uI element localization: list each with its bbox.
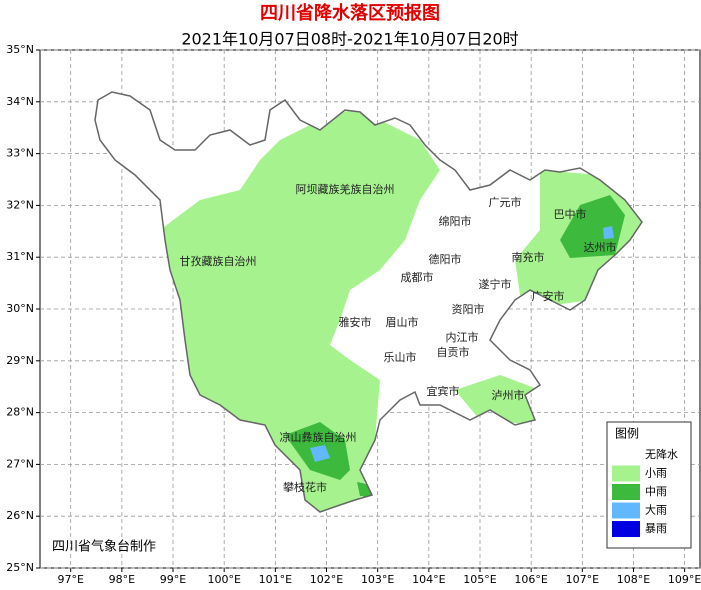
place-label: 达州市 bbox=[584, 240, 617, 254]
x-tick-label: 97°E bbox=[57, 573, 83, 586]
x-tick-label: 104°E bbox=[412, 573, 445, 586]
place-label: 攀枝花市 bbox=[283, 480, 327, 494]
legend-label: 小雨 bbox=[645, 467, 667, 480]
x-tick-label: 103°E bbox=[361, 573, 394, 586]
legend-label: 暴雨 bbox=[645, 522, 667, 535]
legend-swatch bbox=[612, 521, 640, 537]
place-label: 广安市 bbox=[532, 289, 565, 303]
y-tick-label: 29°N bbox=[6, 354, 34, 367]
place-label: 绵阳市 bbox=[439, 214, 472, 228]
y-tick-label: 33°N bbox=[6, 147, 34, 160]
y-tick-label: 28°N bbox=[6, 406, 34, 419]
credit: 四川省气象台制作 bbox=[52, 539, 156, 555]
place-label: 广元市 bbox=[489, 195, 522, 209]
place-label: 资阳市 bbox=[452, 302, 485, 316]
subtitle: 2021年10月07日08时-2021年10月07日20时 bbox=[181, 30, 518, 49]
legend-label: 中雨 bbox=[645, 485, 667, 498]
place-label: 宜宾市 bbox=[427, 384, 460, 398]
place-label: 巴中市 bbox=[554, 207, 587, 221]
legend-swatch bbox=[612, 502, 640, 519]
place-label: 眉山市 bbox=[386, 315, 419, 329]
title: 四川省降水落区预报图 bbox=[260, 2, 440, 24]
y-tick-label: 31°N bbox=[6, 250, 34, 263]
x-tick-label: 100°E bbox=[207, 573, 240, 586]
place-label: 乐山市 bbox=[384, 350, 417, 364]
legend-swatch bbox=[612, 447, 640, 463]
place-label: 阿坝藏族羌族自治州 bbox=[296, 182, 395, 196]
heavy-rain-area bbox=[310, 445, 330, 462]
x-tick-label: 106°E bbox=[514, 573, 547, 586]
place-label: 内江市 bbox=[446, 330, 479, 344]
y-tick-label: 27°N bbox=[6, 457, 34, 470]
legend-title: 图例 bbox=[615, 427, 639, 441]
place-label: 成都市 bbox=[401, 270, 434, 284]
place-label: 自贡市 bbox=[437, 345, 470, 359]
legend-swatch bbox=[612, 484, 640, 500]
place-label: 雅安市 bbox=[339, 315, 372, 329]
x-tick-label: 101°E bbox=[259, 573, 292, 586]
moderate-rain-area bbox=[560, 195, 625, 258]
place-label: 甘孜藏族自治州 bbox=[180, 254, 257, 268]
province-border bbox=[94, 91, 643, 513]
legend-label: 无降水 bbox=[645, 447, 678, 461]
x-tick-label: 102°E bbox=[310, 573, 343, 586]
place-label: 德阳市 bbox=[429, 252, 462, 266]
y-tick-label: 32°N bbox=[6, 198, 34, 211]
light-rain-area bbox=[455, 375, 540, 425]
x-tick-label: 107°E bbox=[566, 573, 599, 586]
y-tick-label: 34°N bbox=[6, 95, 34, 108]
y-tick-label: 25°N bbox=[6, 561, 34, 574]
x-tick-label: 109°E bbox=[668, 573, 701, 586]
y-tick-label: 26°N bbox=[6, 509, 34, 522]
y-tick-label: 30°N bbox=[6, 302, 34, 315]
x-tick-label: 99°E bbox=[160, 573, 186, 586]
legend-label: 大雨 bbox=[645, 503, 667, 517]
x-tick-label: 105°E bbox=[463, 573, 496, 586]
legend-swatch bbox=[612, 465, 640, 482]
x-tick-label: 98°E bbox=[109, 573, 135, 586]
x-tick-label: 108°E bbox=[617, 573, 650, 586]
place-label: 南充市 bbox=[512, 250, 545, 264]
y-tick-label: 35°N bbox=[6, 43, 34, 56]
place-label: 泸州市 bbox=[492, 388, 525, 402]
place-label: 遂宁市 bbox=[479, 277, 512, 291]
heavy-rain-area bbox=[603, 226, 614, 239]
place-label: 凉山彝族自治州 bbox=[280, 430, 357, 444]
